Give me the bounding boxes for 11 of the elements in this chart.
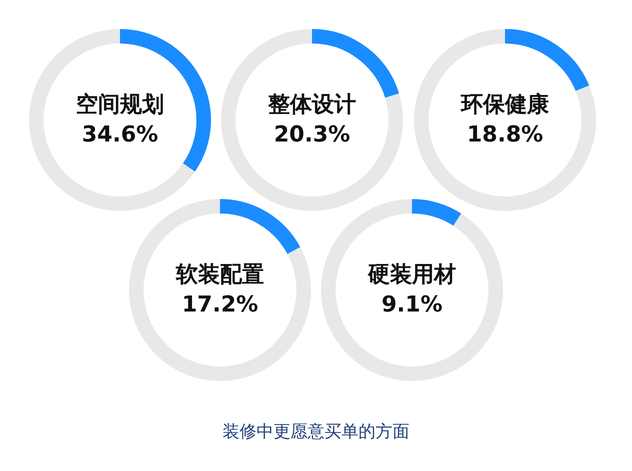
data-label: 18.8% bbox=[466, 122, 544, 148]
slice-label: 软装配置 bbox=[175, 262, 264, 288]
slice-label: 硬装用材 bbox=[367, 262, 456, 288]
slice-label: 环保健康 bbox=[460, 92, 549, 118]
data-label: 9.1% bbox=[381, 292, 443, 318]
data-label: 34.6% bbox=[82, 122, 158, 148]
slice-label: 整体设计 bbox=[267, 92, 356, 118]
data-label: 20.3% bbox=[274, 122, 350, 148]
data-label: 17.2% bbox=[182, 292, 258, 318]
text: 装修中更愿意买单的方面 bbox=[222, 421, 410, 443]
slice-label: 空间规划 bbox=[76, 92, 164, 118]
